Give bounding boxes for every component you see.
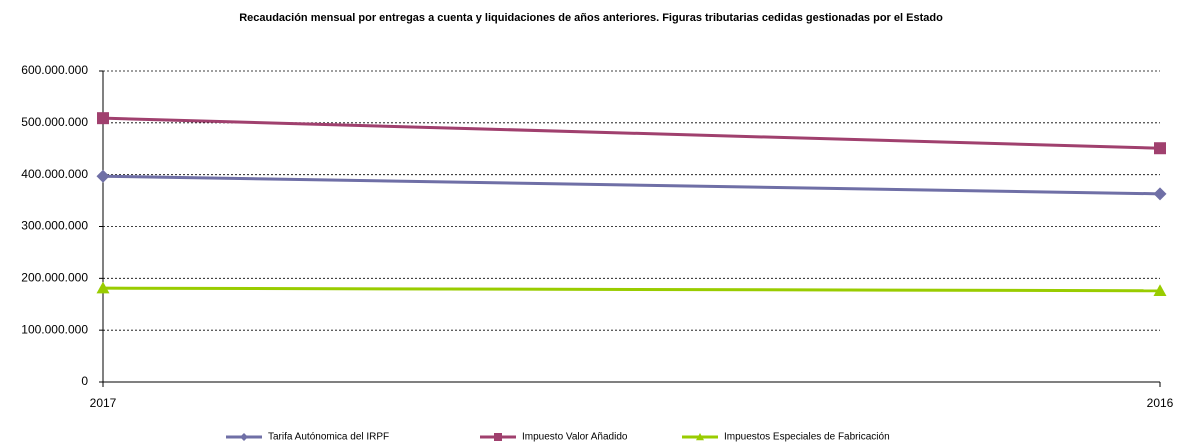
chart-title: Recaudación mensual por entregas a cuent… [239, 12, 943, 24]
y-tick-label: 300.000.000 [21, 219, 88, 233]
marker [96, 281, 110, 294]
marker [1153, 284, 1167, 296]
line [102, 116, 1161, 150]
marker [97, 112, 109, 125]
y-tick-label: 400.000.000 [21, 167, 88, 181]
x-tick-label: 2017 [90, 396, 117, 410]
y-tick-label: 100.000.000 [21, 322, 88, 336]
marker [96, 169, 110, 183]
marker [240, 433, 248, 441]
line [102, 174, 1161, 196]
y-tick-label: 500.000.000 [21, 115, 88, 129]
y-tick-label: 0 [81, 374, 88, 388]
marker [696, 433, 704, 441]
legend-label: Impuestos Especiales de Fabricación [724, 432, 890, 443]
x-tick-label: 2016 [1147, 396, 1174, 410]
marker [1154, 142, 1166, 155]
y-tick-label: 200.000.000 [21, 271, 88, 285]
marker [494, 433, 502, 441]
marker [1153, 187, 1167, 201]
line [102, 286, 1161, 293]
legend-label: Impuesto Valor Añadido [522, 432, 628, 443]
y-tick-label: 600.000.000 [21, 63, 88, 77]
legend-label: Tarifa Autónomica del IRPF [268, 432, 389, 443]
